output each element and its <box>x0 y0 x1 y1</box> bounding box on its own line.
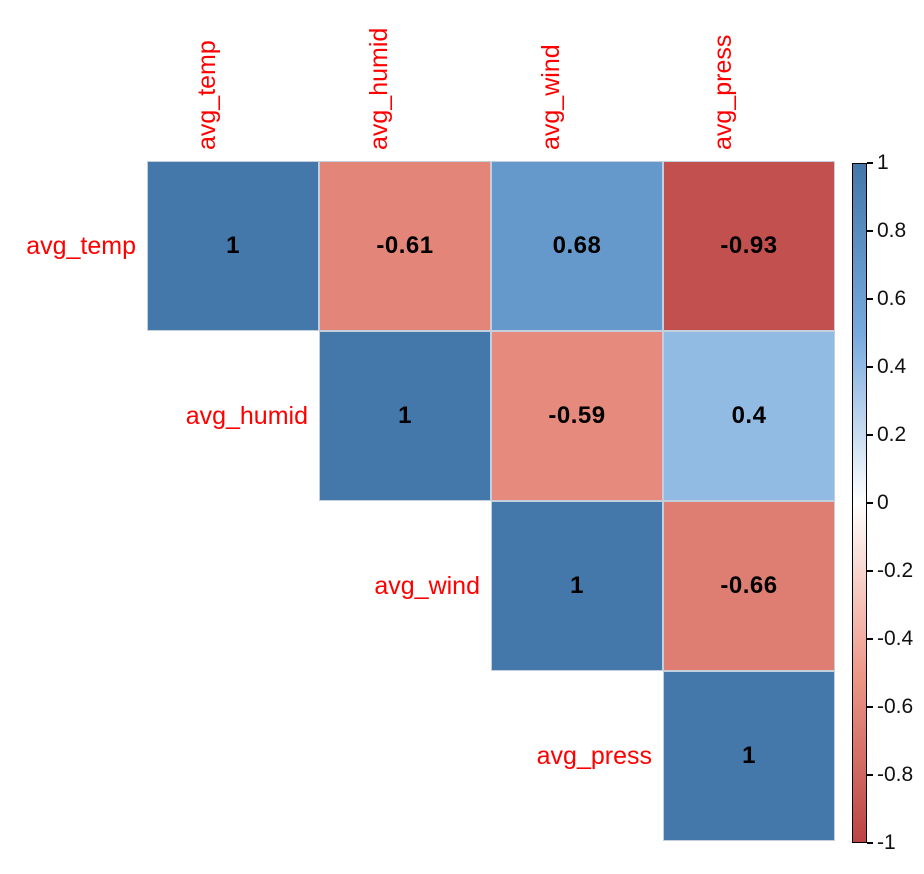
colorbar-tick-label: 0.6 <box>877 287 907 310</box>
correlation-value: -0.93 <box>720 232 778 259</box>
row-label-avg_humid: avg_humid <box>185 402 308 430</box>
colorbar-tick <box>867 774 873 776</box>
colorbar-tick <box>867 366 873 368</box>
colorbar-tick <box>867 298 873 300</box>
correlation-value: 1 <box>570 572 584 599</box>
row-label-avg_press: avg_press <box>536 742 652 770</box>
heatmap-cell-avg_humid-avg_press: 0.4 <box>663 331 835 501</box>
column-label-avg_temp: avg_temp <box>193 40 221 150</box>
colorbar-tick <box>867 502 873 504</box>
colorbar-tick <box>867 230 873 232</box>
heatmap-cell-avg_wind-avg_wind: 1 <box>491 501 663 671</box>
colorbar-tick-label: 1 <box>877 151 889 174</box>
colorbar-tick <box>867 842 873 844</box>
colorbar-tick-label: 0.8 <box>877 219 907 242</box>
colorbar-tick-label: -0.2 <box>877 559 914 582</box>
heatmap-cell-avg_wind-avg_press: -0.66 <box>663 501 835 671</box>
correlation-value: 1 <box>398 402 412 429</box>
colorbar-tick <box>867 638 873 640</box>
correlation-value: -0.66 <box>720 572 778 599</box>
colorbar-tick-label: 0.4 <box>877 355 907 378</box>
colorbar-tick-label: -0.6 <box>877 695 914 718</box>
correlation-value: 1 <box>226 232 240 259</box>
colorbar-tick <box>867 706 873 708</box>
heatmap-cell-avg_humid-avg_wind: -0.59 <box>491 331 663 501</box>
heatmap-cell-avg_temp-avg_temp: 1 <box>147 161 319 331</box>
colorbar-tick <box>867 570 873 572</box>
heatmap-cell-avg_humid-avg_humid: 1 <box>319 331 491 501</box>
column-label-avg_humid: avg_humid <box>365 27 393 150</box>
colorbar-tick-label: 0 <box>877 491 889 514</box>
colorbar-tick-label: -0.4 <box>877 627 914 650</box>
colorbar-gradient <box>852 163 867 843</box>
colorbar-tick <box>867 434 873 436</box>
heatmap-cell-avg_temp-avg_humid: -0.61 <box>319 161 491 331</box>
correlation-value: -0.59 <box>548 402 606 429</box>
correlation-value: 1 <box>742 742 756 769</box>
column-label-avg_press: avg_press <box>709 34 737 150</box>
heatmap-cell-avg_press-avg_press: 1 <box>663 671 835 841</box>
heatmap-cell-avg_temp-avg_press: -0.93 <box>663 161 835 331</box>
heatmap-cell-avg_temp-avg_wind: 0.68 <box>491 161 663 331</box>
column-label-avg_wind: avg_wind <box>537 44 565 150</box>
row-label-avg_temp: avg_temp <box>26 232 136 260</box>
correlation-value: -0.61 <box>376 232 434 259</box>
colorbar-tick-label: -1 <box>877 831 896 854</box>
colorbar-tick <box>867 162 873 164</box>
row-label-avg_wind: avg_wind <box>374 572 480 600</box>
colorbar-tick-label: -0.8 <box>877 763 914 786</box>
colorbar-tick-label: 0.2 <box>877 423 907 446</box>
correlation-value: 0.4 <box>731 402 767 429</box>
correlation-value: 0.68 <box>552 232 602 259</box>
